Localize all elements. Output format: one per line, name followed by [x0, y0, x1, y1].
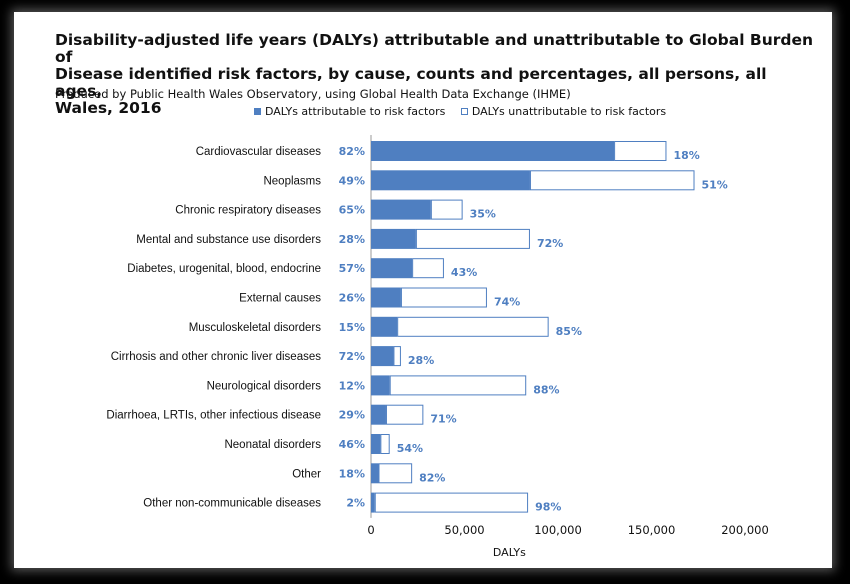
unattributable-percent-label: 88% [533, 383, 559, 396]
bar-attributable [371, 141, 615, 161]
unattributable-percent-label: 71% [430, 413, 456, 426]
category-label: Neonatal disorders [224, 439, 321, 451]
bar-attributable [371, 228, 416, 249]
attributable-percent-label: 29% [339, 409, 365, 422]
x-axis-label: DALYs [493, 546, 526, 559]
category-label: Other [292, 468, 321, 480]
category-label: Neurological disorders [207, 380, 322, 392]
category-label: External causes [239, 293, 321, 305]
attributable-percent-label: 72% [339, 350, 365, 363]
x-tick-label: 200,000 [721, 523, 769, 537]
bar-attributable [371, 375, 390, 396]
attributable-percent-label: 26% [339, 292, 365, 305]
legend-item-attributable: DALYs attributable to risk factors [254, 105, 445, 118]
attributable-percent-label: 57% [339, 262, 365, 275]
bar-attributable [371, 463, 379, 484]
bar-attributable [371, 434, 381, 454]
bar-unattributable [415, 228, 530, 249]
bar-unattributable [380, 434, 390, 454]
attributable-percent-label: 18% [339, 467, 365, 480]
bar-unattributable [378, 463, 413, 484]
category-label: Cardiovascular diseases [196, 146, 322, 158]
unattributable-percent-label: 28% [408, 354, 434, 367]
category-label: Diabetes, urogenital, blood, endocrine [127, 263, 321, 275]
unattributable-percent-label: 82% [419, 471, 445, 484]
legend-item-unattributable: DALYs unattributable to risk factors [460, 105, 667, 118]
unattributable-percent-label: 98% [535, 501, 561, 514]
bar-attributable [371, 170, 530, 191]
chart-title: Disability-adjusted life years (DALYs) a… [55, 31, 814, 117]
unattributable-percent-label: 54% [397, 442, 423, 455]
attributable-percent-label: 2% [346, 497, 365, 510]
bar-unattributable [393, 346, 401, 367]
unattributable-percent-label: 85% [556, 325, 582, 338]
bar-unattributable [385, 404, 424, 425]
category-label: Other non-communicable diseases [143, 498, 321, 510]
category-label: Mental and substance use disorders [136, 234, 321, 246]
bar-unattributable [397, 316, 549, 337]
attributable-percent-label: 82% [339, 145, 365, 158]
attributable-percent-label: 46% [339, 438, 365, 451]
legend-label-attributable: DALYs attributable to risk factors [265, 105, 446, 118]
bar-unattributable [614, 141, 667, 161]
bar-unattributable [374, 492, 529, 513]
attributable-percent-label: 15% [339, 321, 365, 334]
x-tick-label: 150,000 [628, 523, 676, 537]
bar-attributable [371, 316, 398, 337]
chart-legend: DALYs attributable to risk factors DALYs… [254, 105, 678, 118]
bar-attributable [371, 492, 375, 513]
attributable-percent-label: 65% [339, 204, 365, 217]
unattributable-percent-label: 51% [702, 178, 728, 191]
legend-swatch-attributable [254, 108, 261, 115]
unattributable-percent-label: 43% [451, 266, 477, 279]
bar-unattributable [400, 287, 487, 308]
unattributable-percent-label: 18% [673, 149, 699, 162]
bar-attributable [371, 287, 401, 308]
category-label: Diarrhoea, LRTIs, other infectious disea… [106, 410, 321, 422]
chart-frame: Disability-adjusted life years (DALYs) a… [14, 12, 832, 568]
legend-label-unattributable: DALYs unattributable to risk factors [471, 105, 667, 118]
unattributable-percent-label: 72% [537, 237, 563, 250]
x-tick-label: 100,000 [534, 523, 582, 537]
bar-unattributable [529, 170, 695, 191]
attributable-percent-label: 12% [339, 379, 365, 392]
bar-attributable [371, 199, 431, 220]
chart-subtitle: Produced by Public Health Wales Observat… [55, 87, 571, 101]
bar-attributable [371, 346, 394, 367]
bar-unattributable [389, 375, 527, 396]
category-label: Neoplasms [263, 175, 321, 187]
bar-unattributable [412, 258, 444, 279]
unattributable-percent-label: 35% [470, 208, 496, 221]
bar-attributable [371, 404, 386, 425]
category-label: Musculoskeletal disorders [189, 322, 322, 334]
bar-chart: 0 50,000 100,000 150,000 200,000 DALYs Cardiov… [106, 135, 769, 559]
legend-swatch-unattributable [460, 108, 468, 115]
category-label: Cirrhosis and other chronic liver diseas… [111, 351, 322, 363]
attributable-percent-label: 49% [339, 174, 365, 187]
x-tick-label: 50,000 [444, 523, 484, 537]
bar-attributable [371, 258, 413, 279]
attributable-percent-label: 28% [339, 233, 365, 246]
bar-unattributable [430, 199, 463, 220]
x-tick-label: 0 [367, 523, 374, 537]
category-label: Chronic respiratory diseases [175, 205, 321, 217]
unattributable-percent-label: 74% [494, 296, 520, 309]
